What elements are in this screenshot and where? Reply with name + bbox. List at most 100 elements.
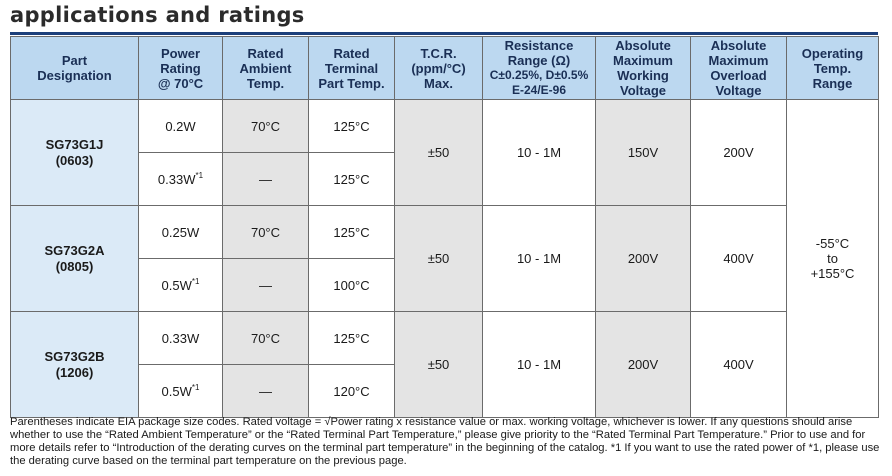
operating-range-line: +155°C (810, 266, 855, 281)
header-line: Rated (247, 45, 284, 61)
tcr-cell: ±50 (394, 99, 483, 206)
header-line: Resistance (504, 38, 574, 53)
max-working-voltage-cell: 200V (595, 205, 691, 312)
header-line: Absolute (710, 38, 767, 53)
header-line: Absolute (615, 38, 671, 53)
table-row: SG73G1J (0603) 0.2W 70°C 125°C ±50 10 - 1M 150V… (10, 99, 879, 418)
power-value: 0.5W (161, 277, 192, 293)
header-line: T.C.R. (420, 45, 457, 61)
header-rated-ambient-temp: Rated Ambient Temp. (222, 36, 309, 100)
header-line: Power (160, 45, 200, 61)
resistance-range-cell: 10 - 1M (482, 205, 596, 312)
rated-terminal-temp-cell: 125°C (308, 99, 395, 153)
power-note: *1 (191, 276, 200, 286)
package-size: (0805) (55, 258, 94, 274)
header-line: Range (812, 75, 853, 91)
max-overload-voltage-cell: 200V (690, 99, 787, 206)
part-designation-cell: SG73G1J (0603) (10, 99, 139, 206)
header-max-working-voltage: Absolute Maximum Working Voltage (595, 36, 691, 100)
header-line: Overload (710, 68, 767, 83)
package-size: (0603) (55, 152, 94, 168)
power-rating-cell: 0.33W (138, 311, 223, 365)
header-line: (ppm/°C) (411, 60, 466, 76)
table-row: SG73G2A (0805) 0.25W 70°C 125°C ±50 10 - 1M 200… (10, 205, 879, 312)
max-overload-voltage-cell: 400V (690, 311, 787, 418)
header-line: Temp. (813, 60, 852, 76)
header-tcr: T.C.R. (ppm/°C) Max. (394, 36, 483, 100)
power-rating-cell: 0.33W*1 (138, 152, 223, 206)
power-value: 0.2W (165, 118, 196, 134)
package-size: (1206) (55, 364, 94, 380)
header-part-designation: Part Designation (10, 36, 139, 100)
operating-temp-range-cell: -55°C to +155°C (786, 99, 879, 418)
power-note: *1 (195, 170, 204, 180)
header-row: Part Designation Power Rating @ 70°C Rated Amb… (10, 36, 879, 100)
resistance-range-cell: 10 - 1M (482, 311, 596, 418)
power-note: *1 (191, 382, 200, 392)
max-overload-voltage-cell: 400V (690, 205, 787, 312)
header-line: Ambient (239, 60, 292, 76)
header-line: Max. (424, 75, 453, 91)
power-rating-cell: 0.5W*1 (138, 258, 223, 312)
header-line: Part (61, 53, 88, 68)
header-power-rating: Power Rating @ 70°C (138, 36, 223, 100)
max-working-voltage-cell: 150V (595, 99, 691, 206)
part-number: SG73G2B (44, 348, 105, 364)
max-working-voltage-cell: 200V (595, 311, 691, 418)
header-line: Designation (37, 68, 112, 83)
header-line: Part Temp. (318, 75, 385, 91)
rated-terminal-temp-cell: 125°C (308, 205, 395, 259)
resistance-range-cell: 10 - 1M (482, 99, 596, 206)
header-line: Temp. (246, 75, 285, 91)
header-line: E-24/E-96 (511, 83, 567, 97)
part-designation-cell: SG73G2B (1206) (10, 311, 139, 418)
page-title: applications and ratings (10, 3, 305, 27)
ratings-table: Part Designation Power Rating @ 70°C Rated Amb… (10, 36, 879, 418)
title-rule (10, 32, 878, 35)
header-line: C±0.25%, D±0.5% (489, 68, 589, 82)
rated-ambient-temp-cell: — (222, 364, 309, 418)
header-rated-terminal-temp: Rated Terminal Part Temp. (308, 36, 395, 100)
table-row: 0.33W*1—125°C (11, 152, 879, 206)
operating-range-line: to (827, 251, 838, 266)
rated-terminal-temp-cell: 120°C (308, 364, 395, 418)
operating-range-line: -55°C (815, 236, 850, 251)
header-resistance-range: Resistance Range (Ω) C±0.25%, D±0.5% E-24/E… (482, 36, 596, 100)
table-row: SG73G2B (1206) 0.33W 70°C 125°C ±50 10 - 1M 200… (10, 311, 879, 418)
tcr-cell: ±50 (394, 311, 483, 418)
rated-terminal-temp-cell: 125°C (308, 311, 395, 365)
power-value: 0.5W (161, 383, 192, 399)
table-body: SG73G1J (0603) 0.2W 70°C 125°C ±50 10 - 1M 150V… (10, 99, 879, 418)
table-row: 0.5W*1—100°C (11, 258, 879, 312)
header-line: Range (Ω) (507, 53, 571, 68)
rated-ambient-temp-cell: 70°C (222, 99, 309, 153)
rated-ambient-temp-cell: — (222, 258, 309, 312)
header-line: Rating (160, 60, 201, 76)
power-value: 0.25W (161, 224, 200, 240)
power-rating-cell: 0.5W*1 (138, 364, 223, 418)
power-value: 0.33W (157, 171, 196, 187)
part-number: SG73G2A (44, 242, 105, 258)
power-rating-cell: 0.2W (138, 99, 223, 153)
power-value: 0.33W (161, 330, 200, 346)
header-line: Voltage (620, 83, 666, 98)
header-line: Terminal (324, 60, 379, 76)
table-row: 0.5W*1—120°C (11, 364, 879, 418)
part-designation-cell: SG73G2A (0805) (10, 205, 139, 312)
rated-ambient-temp-cell: — (222, 152, 309, 206)
rated-ambient-temp-cell: 70°C (222, 311, 309, 365)
header-line: Working (617, 68, 669, 83)
tcr-cell: ±50 (394, 205, 483, 312)
rated-terminal-temp-cell: 100°C (308, 258, 395, 312)
header-operating-temp-range: Operating Temp. Range (786, 36, 879, 100)
footnote: Parentheses indicate EIA package size co… (10, 416, 880, 467)
header-line: Maximum (613, 53, 673, 68)
rated-ambient-temp-cell: 70°C (222, 205, 309, 259)
header-line: @ 70°C (157, 75, 204, 91)
header-line: Maximum (708, 53, 769, 68)
header-line: Voltage (715, 83, 762, 98)
header-line: Rated (333, 45, 370, 61)
part-number: SG73G1J (45, 136, 104, 152)
power-rating-cell: 0.25W (138, 205, 223, 259)
header-line: Operating (801, 45, 864, 61)
